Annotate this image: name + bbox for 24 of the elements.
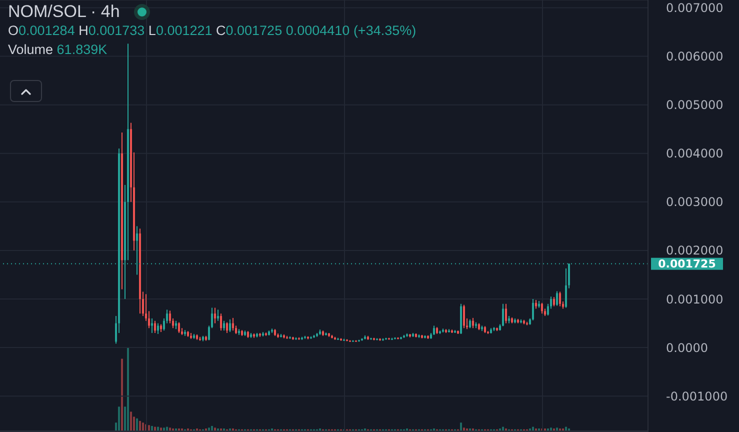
ref-line-label: 0.001725 [658,258,716,271]
y-tick-label: 0.004000 [666,146,724,161]
annotation: Volume 61.839K [8,42,108,57]
y-tick-label: 0.007000 [666,1,724,16]
text: O0.001284 H0.001733 L0.001221 C0.001725 0.0004410 (+34.35%) [8,23,416,38]
bar [142,422,144,431]
bar [151,426,153,431]
bar [130,412,132,431]
bar [118,406,120,431]
bar [211,426,213,431]
bar [460,422,462,431]
y-tick-label: 0.005000 [666,98,724,112]
bar [139,420,141,431]
bar [127,347,129,431]
y-tick-label: 0.003000 [666,195,724,210]
bar [136,418,138,431]
bar [148,425,150,431]
bar [121,358,123,431]
chart-title: NOM/SOL · 4h [8,2,120,22]
y-tick-label: 0.001000 [666,292,724,306]
y-tick-label: 0.0000 [666,340,708,355]
y-tick-label: 0.002000 [666,244,724,258]
y-tick-label: -0.001000 [666,389,728,404]
y-tick-label: 0.006000 [666,50,724,64]
